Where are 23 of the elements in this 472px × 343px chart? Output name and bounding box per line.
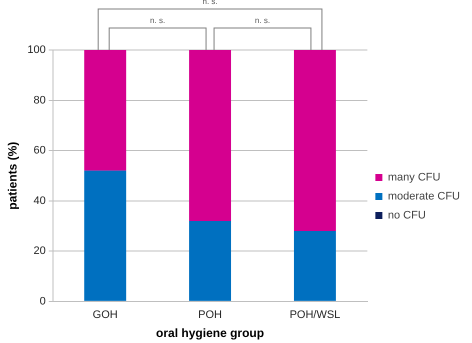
y-tick-label: 0 (40, 295, 46, 308)
x-tick-label: POH (198, 309, 222, 322)
bar (189, 50, 232, 221)
y-tick-label: 80 (34, 94, 46, 106)
x-axis-title: oral hygiene group (156, 326, 264, 340)
x-tick-label: POH/WSL (290, 309, 340, 322)
text: n. s. (202, 0, 218, 6)
bar (84, 170, 126, 301)
bar (84, 50, 126, 171)
y-tick-label: 60 (34, 144, 46, 157)
y-tick-label: 20 (34, 245, 46, 258)
legend-label: many CFU (388, 172, 440, 184)
x-tick-label: GOH (92, 309, 118, 322)
bar (294, 50, 336, 232)
bar (294, 231, 336, 301)
legend-label: moderate CFU (388, 190, 460, 203)
text: n. s. (150, 16, 166, 26)
y-tick-label: 40 (34, 194, 46, 207)
text: n. s. (254, 16, 270, 26)
y-axis-title: patients (%) (6, 142, 20, 210)
legend-label: no CFU (388, 210, 426, 222)
y-tick-label: 100 (27, 44, 46, 56)
bar (189, 220, 232, 301)
